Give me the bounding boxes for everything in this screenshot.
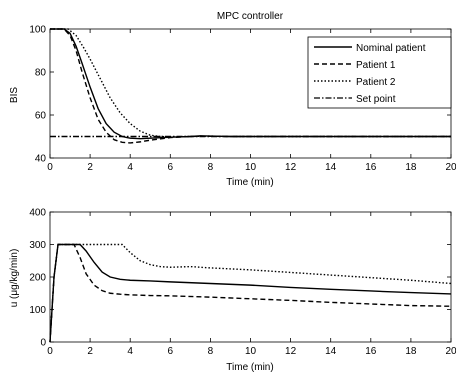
bis-x-tick-label: 6 xyxy=(168,162,174,173)
infusion-x-tick-label: 6 xyxy=(168,346,174,357)
infusion-series-2-line xyxy=(49,243,452,343)
bottom-y-axis-label: u (μg/kg/min) xyxy=(9,249,20,308)
bis-x-tick-label: 0 xyxy=(47,162,53,173)
bis-x-tick-label: 18 xyxy=(405,162,417,173)
bis-y-tick-label: 80 xyxy=(35,68,47,79)
bis-y-tick-label: 40 xyxy=(35,154,47,165)
legend-label-patient-1: Patient 1 xyxy=(356,60,396,71)
infusion-y-tick-label: 300 xyxy=(29,240,46,251)
legend-item-patient-2: Patient 2 xyxy=(314,77,396,88)
infusion-y-tick-label: 100 xyxy=(29,305,46,316)
infusion-x-tick-label: 20 xyxy=(445,346,456,357)
top-x-axis-label: Time (min) xyxy=(226,177,273,188)
legend-item-patient-1: Patient 1 xyxy=(314,60,396,71)
legend-label-set-point: Set point xyxy=(356,94,396,105)
bis-x-tick-label: 16 xyxy=(365,162,377,173)
infusion-x-tick-label: 10 xyxy=(245,346,257,357)
bis-y-tick-label: 60 xyxy=(35,111,47,122)
bis-x-tick-label: 12 xyxy=(285,162,297,173)
infusion-x-tick-label: 4 xyxy=(127,346,133,357)
legend-item-nominal-patient: Nominal patient xyxy=(314,43,426,54)
infusion-x-tick-label: 0 xyxy=(47,346,53,357)
top-y-axis-label: BIS xyxy=(9,87,20,103)
bis-series-2-line xyxy=(50,28,451,138)
infusion-y-tick-label: 400 xyxy=(29,208,46,219)
infusion-series-1-line xyxy=(49,243,452,343)
bis-x-tick-label: 4 xyxy=(127,162,133,173)
infusion-x-tick-label: 12 xyxy=(285,346,297,357)
bottom-x-axis-label: Time (min) xyxy=(226,362,273,373)
top-chart-title: MPC controller xyxy=(217,11,284,22)
infusion-y-tick-label: 0 xyxy=(40,338,46,349)
bis-y-tick-label: 100 xyxy=(29,25,46,36)
legend-label-patient-2: Patient 2 xyxy=(356,77,396,88)
bis-x-tick-label: 8 xyxy=(208,162,214,173)
bis-panel: 0 2 4 6 8 10 12 14 16 18 20 40 60 80 100 xyxy=(29,25,456,174)
bis-x-tick-label: 10 xyxy=(245,162,257,173)
infusion-y-tick-label: 200 xyxy=(29,273,46,284)
infusion-x-tick-label: 8 xyxy=(208,346,214,357)
bis-x-tick-label: 14 xyxy=(325,162,337,173)
legend: Nominal patient Patient 1 Patient 2 Set … xyxy=(307,36,452,109)
infusion-series-0-line xyxy=(49,243,452,343)
infusion-x-tick-label: 16 xyxy=(365,346,377,357)
legend-box xyxy=(307,36,452,109)
infusion-x-tick-label: 14 xyxy=(325,346,337,357)
legend-item-set-point: Set point xyxy=(314,94,396,105)
legend-label-nominal: Nominal patient xyxy=(356,43,426,54)
bis-x-tick-label: 2 xyxy=(87,162,93,173)
infusion-x-tick-label: 2 xyxy=(87,346,93,357)
infusion-x-tick-label: 18 xyxy=(405,346,417,357)
bis-x-tick-label: 20 xyxy=(445,162,456,173)
